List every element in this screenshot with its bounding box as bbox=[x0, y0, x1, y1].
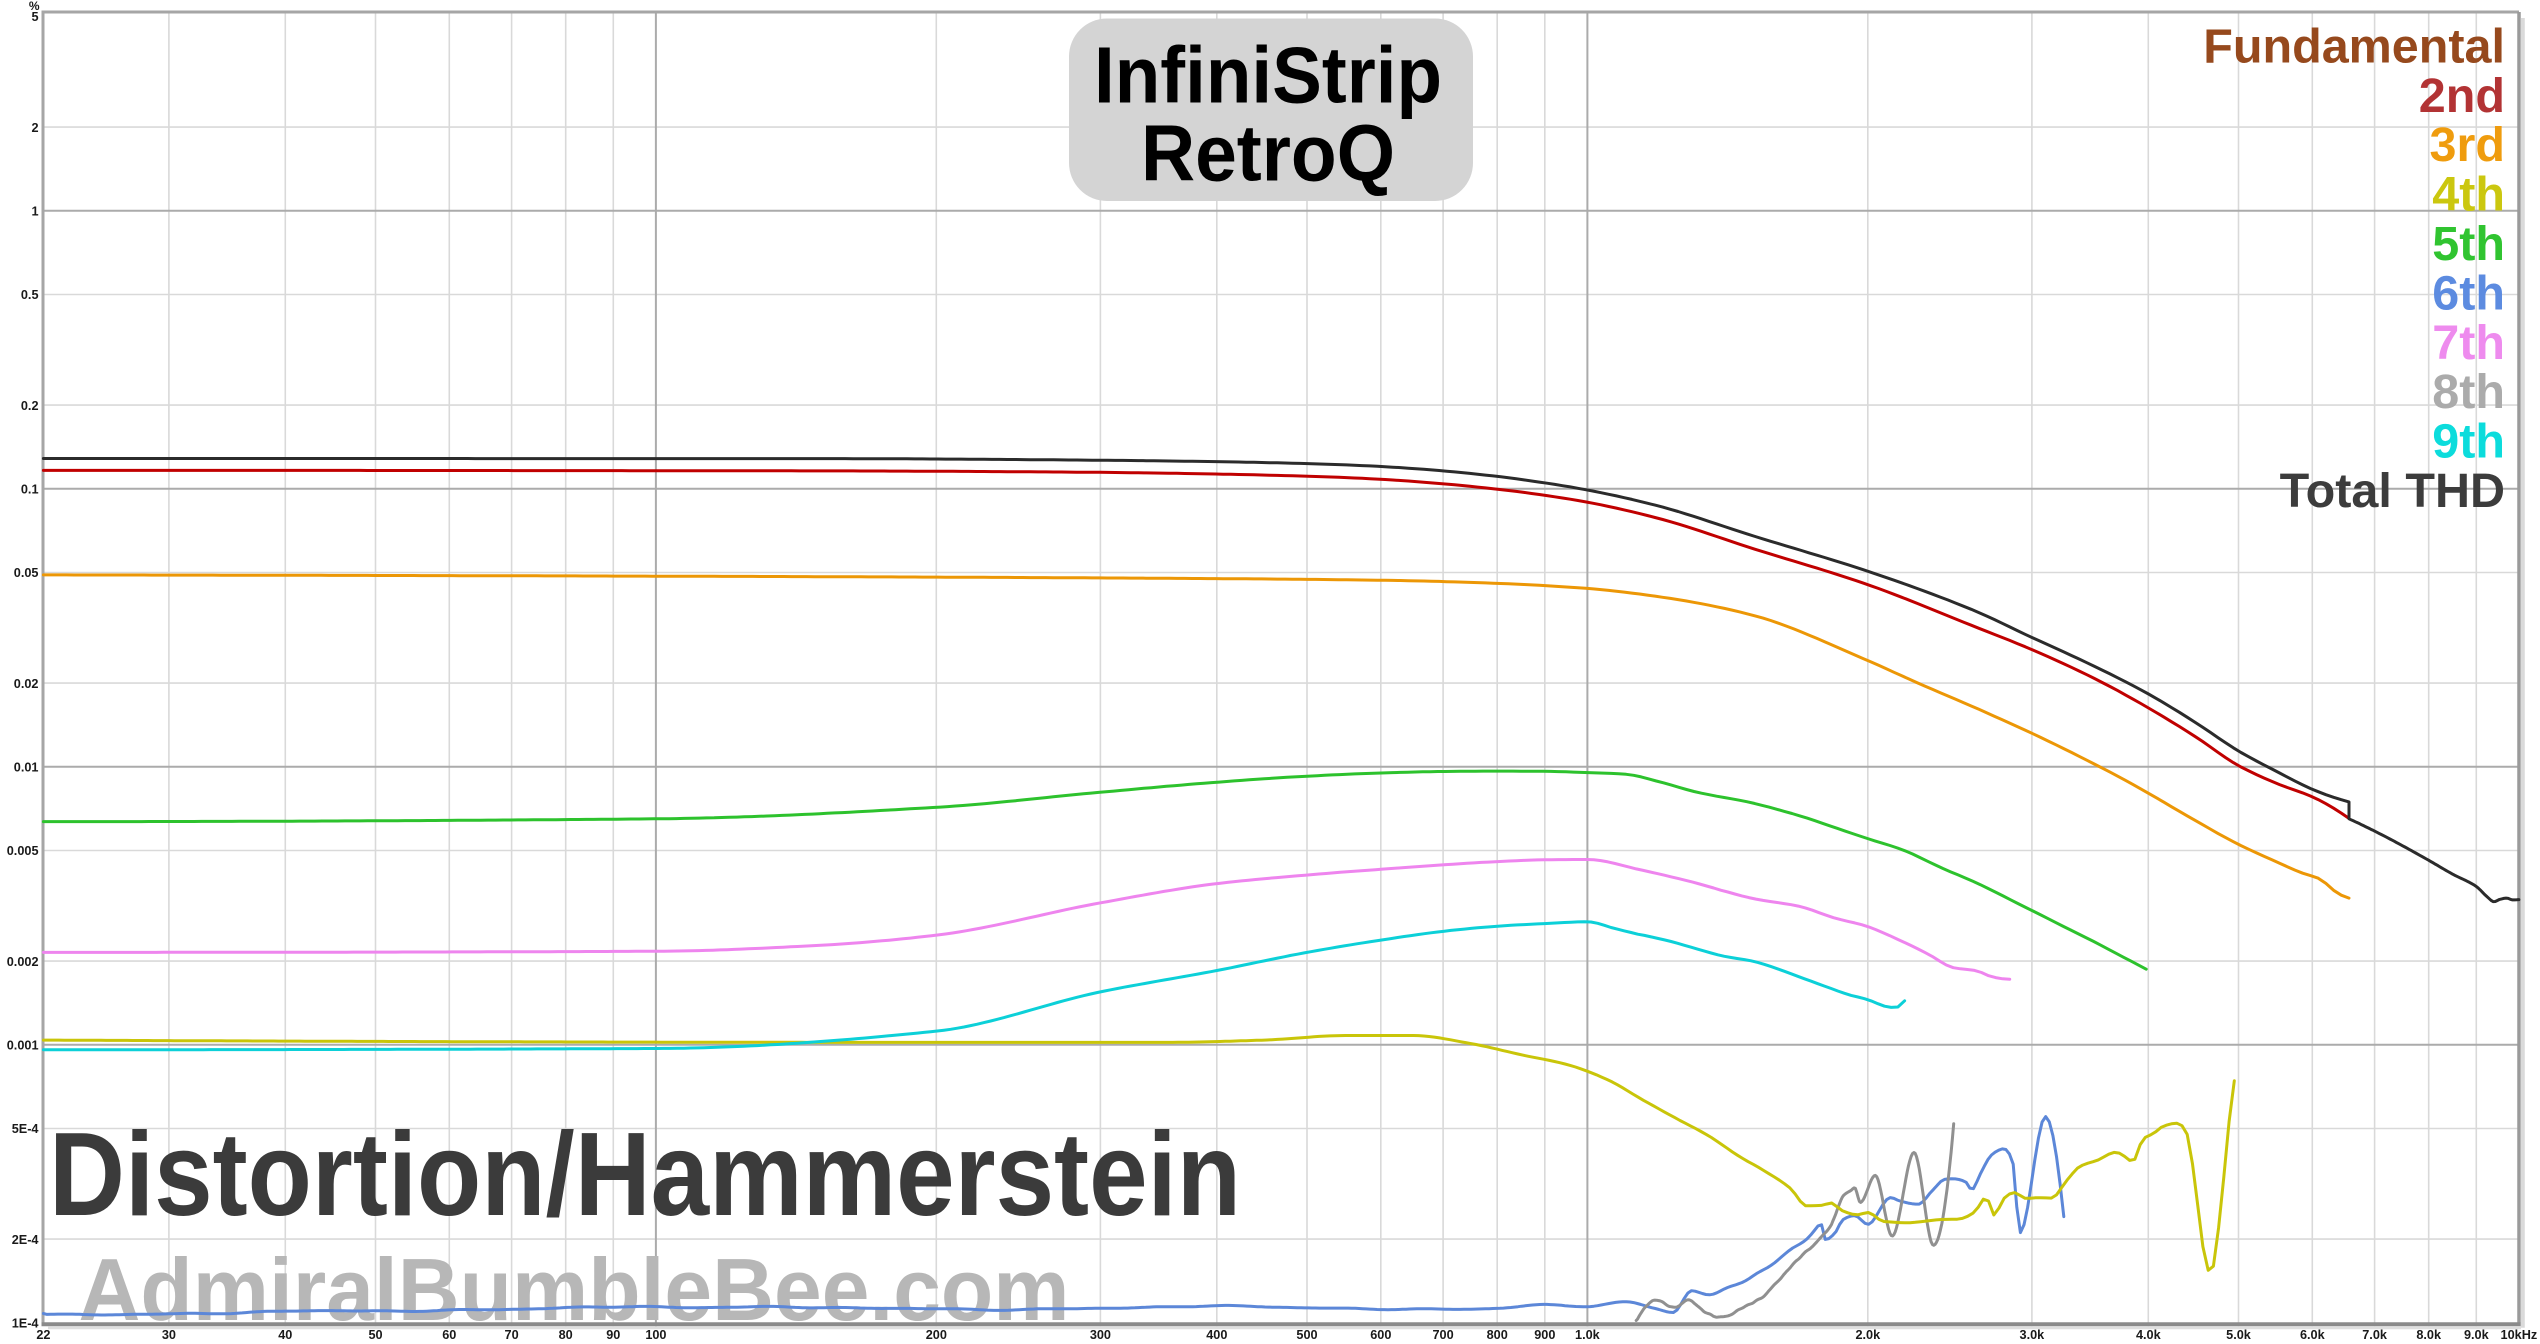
svg-text:10kHz: 10kHz bbox=[2501, 1328, 2538, 1342]
svg-text:Distortion/Hammerstein: Distortion/Hammerstein bbox=[49, 1108, 1241, 1241]
svg-text:300: 300 bbox=[1090, 1328, 1111, 1342]
svg-text:500: 500 bbox=[1296, 1328, 1317, 1342]
svg-text:5th: 5th bbox=[2432, 217, 2505, 271]
svg-text:800: 800 bbox=[1487, 1328, 1508, 1342]
svg-text:0.5: 0.5 bbox=[21, 288, 39, 302]
svg-text:4.0k: 4.0k bbox=[2136, 1328, 2162, 1342]
svg-text:200: 200 bbox=[926, 1328, 947, 1342]
svg-text:600: 600 bbox=[1370, 1328, 1391, 1342]
svg-text:2nd: 2nd bbox=[2419, 69, 2505, 123]
svg-text:9th: 9th bbox=[2432, 415, 2505, 469]
svg-text:6th: 6th bbox=[2432, 266, 2505, 320]
svg-text:0.05: 0.05 bbox=[14, 566, 39, 580]
svg-text:0.002: 0.002 bbox=[7, 955, 39, 969]
svg-text:70: 70 bbox=[505, 1328, 519, 1342]
svg-text:7th: 7th bbox=[2432, 316, 2505, 370]
svg-text:90: 90 bbox=[606, 1328, 620, 1342]
svg-text:30: 30 bbox=[162, 1328, 176, 1342]
svg-text:5E-4: 5E-4 bbox=[12, 1122, 39, 1136]
svg-text:900: 900 bbox=[1534, 1328, 1555, 1342]
svg-text:7.0k: 7.0k bbox=[2362, 1328, 2388, 1342]
svg-text:5.0k: 5.0k bbox=[2226, 1328, 2252, 1342]
svg-text:8.0k: 8.0k bbox=[2416, 1328, 2442, 1342]
svg-text:RetroQ: RetroQ bbox=[1141, 109, 1395, 198]
svg-text:0.01: 0.01 bbox=[14, 761, 39, 775]
svg-text:22: 22 bbox=[36, 1328, 50, 1342]
svg-text:AdmiralBumbleBee.com: AdmiralBumbleBee.com bbox=[79, 1241, 1070, 1339]
svg-text:9.0k: 9.0k bbox=[2464, 1328, 2490, 1342]
svg-text:3.0k: 3.0k bbox=[2020, 1328, 2046, 1342]
svg-text:2E-4: 2E-4 bbox=[12, 1233, 39, 1247]
svg-text:3rd: 3rd bbox=[2430, 118, 2505, 172]
svg-text:0.1: 0.1 bbox=[21, 483, 39, 497]
svg-text:6.0k: 6.0k bbox=[2300, 1328, 2326, 1342]
svg-text:Total THD: Total THD bbox=[2280, 464, 2505, 518]
svg-text:0.2: 0.2 bbox=[21, 399, 39, 413]
svg-text:0.005: 0.005 bbox=[7, 844, 39, 858]
svg-text:80: 80 bbox=[559, 1328, 573, 1342]
svg-text:Fundamental: Fundamental bbox=[2203, 19, 2505, 73]
svg-text:1.0k: 1.0k bbox=[1575, 1328, 1601, 1342]
svg-text:700: 700 bbox=[1433, 1328, 1454, 1342]
svg-text:5: 5 bbox=[31, 10, 38, 24]
svg-text:400: 400 bbox=[1206, 1328, 1227, 1342]
svg-text:2.0k: 2.0k bbox=[1855, 1328, 1881, 1342]
svg-text:%: % bbox=[29, 0, 40, 13]
svg-text:0.001: 0.001 bbox=[7, 1039, 39, 1053]
svg-text:4th: 4th bbox=[2432, 168, 2505, 222]
svg-text:1: 1 bbox=[31, 205, 38, 219]
svg-text:100: 100 bbox=[645, 1328, 666, 1342]
svg-text:InfiniStrip: InfiniStrip bbox=[1094, 30, 1442, 119]
svg-text:0.02: 0.02 bbox=[14, 677, 39, 691]
svg-text:8th: 8th bbox=[2432, 365, 2505, 419]
svg-text:50: 50 bbox=[368, 1328, 382, 1342]
svg-text:1E-4: 1E-4 bbox=[12, 1317, 39, 1331]
svg-text:2: 2 bbox=[31, 121, 38, 135]
svg-text:60: 60 bbox=[442, 1328, 456, 1342]
svg-text:40: 40 bbox=[278, 1328, 292, 1342]
